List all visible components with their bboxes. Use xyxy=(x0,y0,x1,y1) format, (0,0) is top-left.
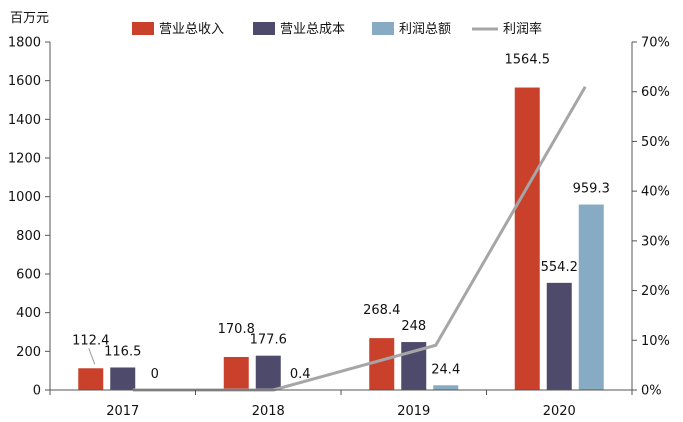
x-tick-label: 2020 xyxy=(543,404,576,419)
y-left-tick-label: 600 xyxy=(16,268,41,283)
data-label: 1564.5 xyxy=(505,53,551,68)
bars xyxy=(78,87,604,390)
bar xyxy=(78,368,104,390)
y-right-tick-label: 50% xyxy=(641,135,670,150)
y-left-tick-label: 1200 xyxy=(8,152,41,167)
y-left-axis: 0 200 400 600 800 1000 1200 1400 1600 1800 xyxy=(8,36,51,399)
bar xyxy=(578,204,604,390)
data-label: 112.4 xyxy=(72,333,109,348)
leader-line xyxy=(88,348,96,365)
y-left-tick-label: 1800 xyxy=(8,36,41,51)
bar xyxy=(514,87,540,390)
x-tick-label: 2019 xyxy=(397,404,430,419)
y-left-tick-label: 400 xyxy=(16,306,41,321)
legend-label: 营业总成本 xyxy=(280,22,345,37)
bar xyxy=(223,356,249,390)
legend-label: 利润总额 xyxy=(399,22,451,37)
y-right-tick-label: 40% xyxy=(641,185,670,200)
x-axis: 2017 2018 2019 2020 xyxy=(49,389,633,419)
y-right-tick-label: 70% xyxy=(641,36,670,51)
y-right-tick-label: 20% xyxy=(641,284,670,299)
legend-swatch xyxy=(253,22,275,35)
data-label: 24.4 xyxy=(431,362,460,377)
data-label: 116.5 xyxy=(104,344,141,359)
y-left-unit-label: 百万元 xyxy=(10,11,49,26)
data-label: 554.2 xyxy=(541,260,578,275)
x-tick-label: 2018 xyxy=(252,404,285,419)
data-label: 268.4 xyxy=(363,303,400,318)
y-left-tick-label: 0 xyxy=(33,384,41,399)
y-right-tick-label: 10% xyxy=(641,334,670,349)
y-left-tick-label: 1000 xyxy=(8,190,41,205)
y-left-tick-label: 200 xyxy=(16,345,41,360)
bar xyxy=(110,367,136,390)
y-left-tick-label: 1400 xyxy=(8,113,41,128)
data-label: 959.3 xyxy=(573,182,610,197)
data-label: 0.4 xyxy=(290,367,311,382)
bar xyxy=(369,338,395,390)
y-right-tick-label: 0% xyxy=(641,384,662,399)
data-label: 248 xyxy=(401,319,426,334)
x-tick-label: 2017 xyxy=(106,404,139,419)
legend: 营业总收入 营业总成本 利润总额 利润率 xyxy=(132,21,542,37)
legend-swatch xyxy=(132,22,154,35)
data-label: 0 xyxy=(151,367,159,382)
data-label: 170.8 xyxy=(218,322,255,337)
bar xyxy=(433,385,459,390)
legend-label: 利润率 xyxy=(503,21,542,37)
y-left-tick-label: 800 xyxy=(16,229,41,244)
bar xyxy=(255,355,281,390)
legend-swatch xyxy=(372,22,394,35)
y-right-tick-label: 30% xyxy=(641,234,670,249)
bar xyxy=(546,282,572,390)
y-left-tick-label: 1600 xyxy=(8,74,41,89)
legend-label: 营业总收入 xyxy=(159,22,224,37)
data-label: 177.6 xyxy=(250,333,287,348)
y-right-tick-label: 60% xyxy=(641,85,670,100)
y-right-axis: 0% 10% 20% 30% 40% 50% 60% 70% xyxy=(631,36,670,399)
